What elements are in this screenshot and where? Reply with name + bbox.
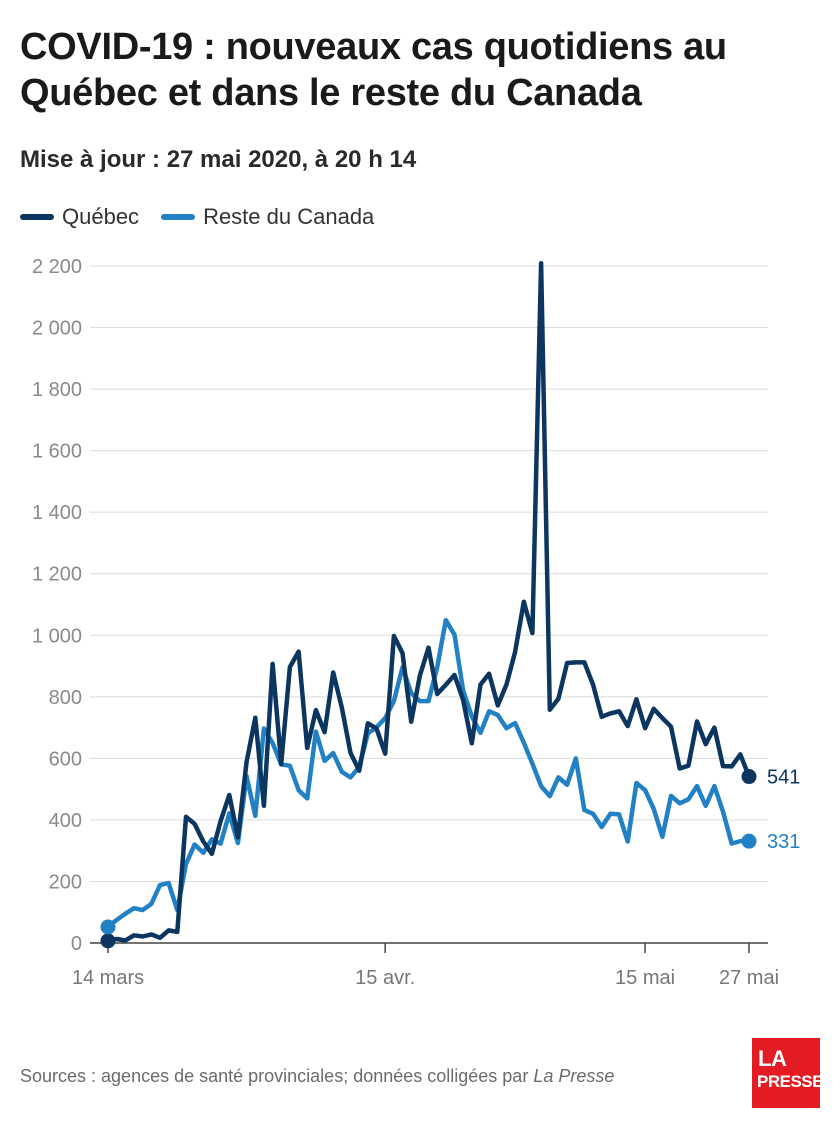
- y-tick-label: 600: [49, 748, 82, 770]
- source-text: Sources : agences de santé provinciales;…: [20, 1066, 534, 1086]
- y-tick-label: 400: [49, 810, 82, 832]
- chart-legend: Québec Reste du Canada: [20, 204, 396, 230]
- legend-swatch-quebec: [20, 214, 54, 220]
- chart-title: COVID-19 : nouveaux cas quotidiens au Qu…: [20, 26, 727, 114]
- logo-line-2: PRESSE: [757, 1072, 823, 1091]
- line-chart: 0 200 400 600 800 1 000 1 200 1 400 1 600 1 800 2 …: [32, 256, 800, 989]
- legend-label-reste-du-canada: Reste du Canada: [203, 204, 375, 229]
- legend-swatch-reste-du-canada: [161, 214, 196, 220]
- series-line-quebec: [105, 260, 752, 944]
- end-value-label-reste-du-canada: 331: [767, 831, 800, 853]
- source-publication: La Presse: [533, 1066, 615, 1086]
- end-value-label-quebec: 541: [767, 767, 800, 789]
- x-tick-label: 15 mai: [615, 967, 675, 989]
- y-tick-label: 200: [49, 871, 82, 893]
- end-point-reste-du-canada: [741, 833, 757, 849]
- y-tick-label: 1 600: [32, 441, 82, 463]
- logo-line-1: LA: [758, 1046, 787, 1071]
- start-point-reste-du-canada: [100, 919, 116, 935]
- y-tick-label: 1 800: [32, 379, 82, 401]
- end-point-quebec: [741, 769, 757, 785]
- legend-label-quebec: Québec: [62, 204, 140, 229]
- source-note: Sources : agences de santé provinciales;…: [20, 1066, 614, 1087]
- y-tick-label: 1 200: [32, 564, 82, 586]
- y-tick-label: 1 400: [32, 502, 82, 524]
- y-tick-label: 1 000: [32, 625, 82, 647]
- y-tick-label: 0: [71, 933, 82, 955]
- x-tick-label: 27 mai: [719, 967, 779, 989]
- x-tick-label: 14 mars: [72, 967, 144, 989]
- start-point-quebec: [100, 933, 116, 949]
- y-tick-label: 800: [49, 687, 82, 709]
- la-presse-logo: LA PRESSE: [752, 1038, 823, 1108]
- legend-item-quebec: Québec: [20, 204, 139, 230]
- x-tick-label: 15 avr.: [355, 967, 415, 989]
- y-tick-label: 2 000: [32, 318, 82, 340]
- y-tick-label: 2 200: [32, 256, 82, 278]
- chart-subtitle: Mise à jour : 27 mai 2020, à 20 h 14: [20, 146, 417, 173]
- legend-item-reste-du-canada: Reste du Canada: [161, 204, 374, 230]
